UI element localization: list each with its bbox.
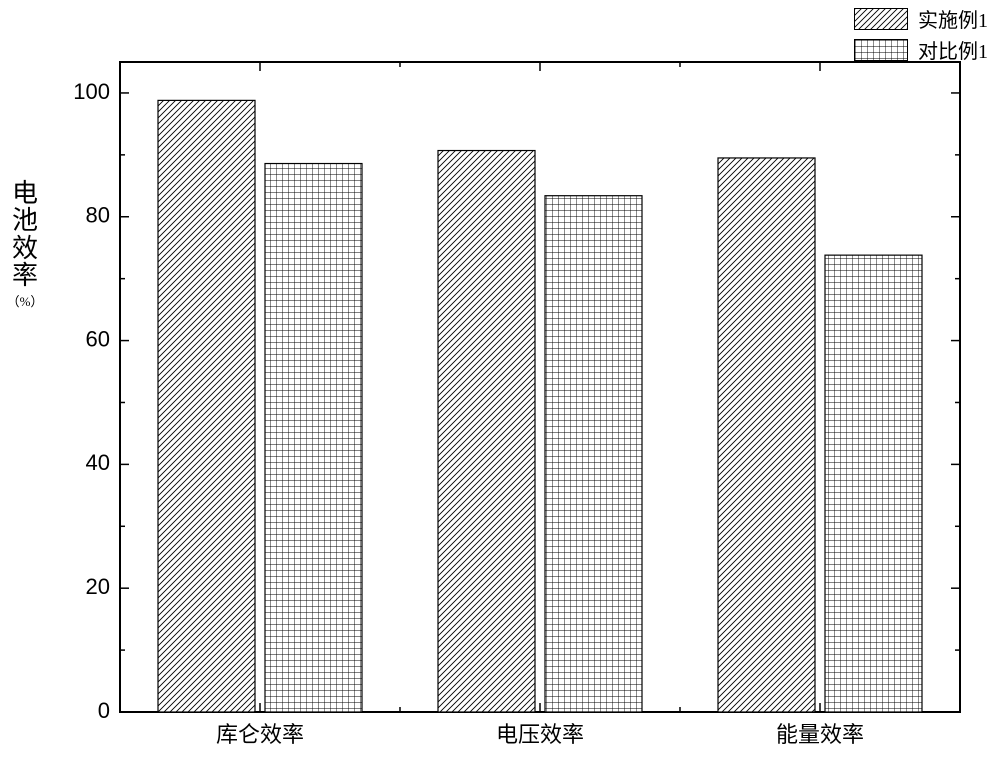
legend-item-series-2: 对比例1 xyxy=(854,35,988,64)
y-tick-label: 60 xyxy=(86,326,110,351)
bar xyxy=(718,158,815,712)
category-label: 电压效率 xyxy=(496,722,584,747)
bar-chart: 电 池 效 率 （%） 实施例1 对比例1 02040608010 xyxy=(0,0,1000,781)
y-tick-label: 100 xyxy=(73,79,110,104)
bar xyxy=(438,151,535,712)
chart-svg: 0 20 40 60 80 100 库仑效率 电压效率 能量效率 xyxy=(0,0,1000,781)
legend-label: 对比例1 xyxy=(918,35,988,64)
y-axis-title-char: 效 xyxy=(12,235,38,262)
y-axis-title-char: 池 xyxy=(12,207,38,234)
legend-swatch-grid xyxy=(854,39,908,61)
legend-label: 实施例1 xyxy=(918,4,988,33)
y-tick-label: 20 xyxy=(86,574,110,599)
y-axis-unit: （%） xyxy=(7,291,44,310)
legend-swatch-diagonal xyxy=(854,8,908,30)
category-label: 库仑效率 xyxy=(216,722,304,747)
legend-item-series-1: 实施例1 xyxy=(854,4,988,33)
bar xyxy=(545,196,642,712)
y-tick-label: 80 xyxy=(86,203,110,228)
y-axis-title-char: 率 xyxy=(12,262,38,289)
legend: 实施例1 对比例1 xyxy=(854,4,988,66)
y-tick-label: 40 xyxy=(86,450,110,475)
y-axis-title-char: 电 xyxy=(12,180,38,207)
bars xyxy=(158,100,922,712)
bar xyxy=(265,164,362,712)
bar xyxy=(825,255,922,712)
bar xyxy=(158,100,255,712)
y-tick-label: 0 xyxy=(98,698,110,723)
y-axis-title: 电 池 效 率 （%） xyxy=(10,180,40,310)
category-label: 能量效率 xyxy=(776,722,864,747)
